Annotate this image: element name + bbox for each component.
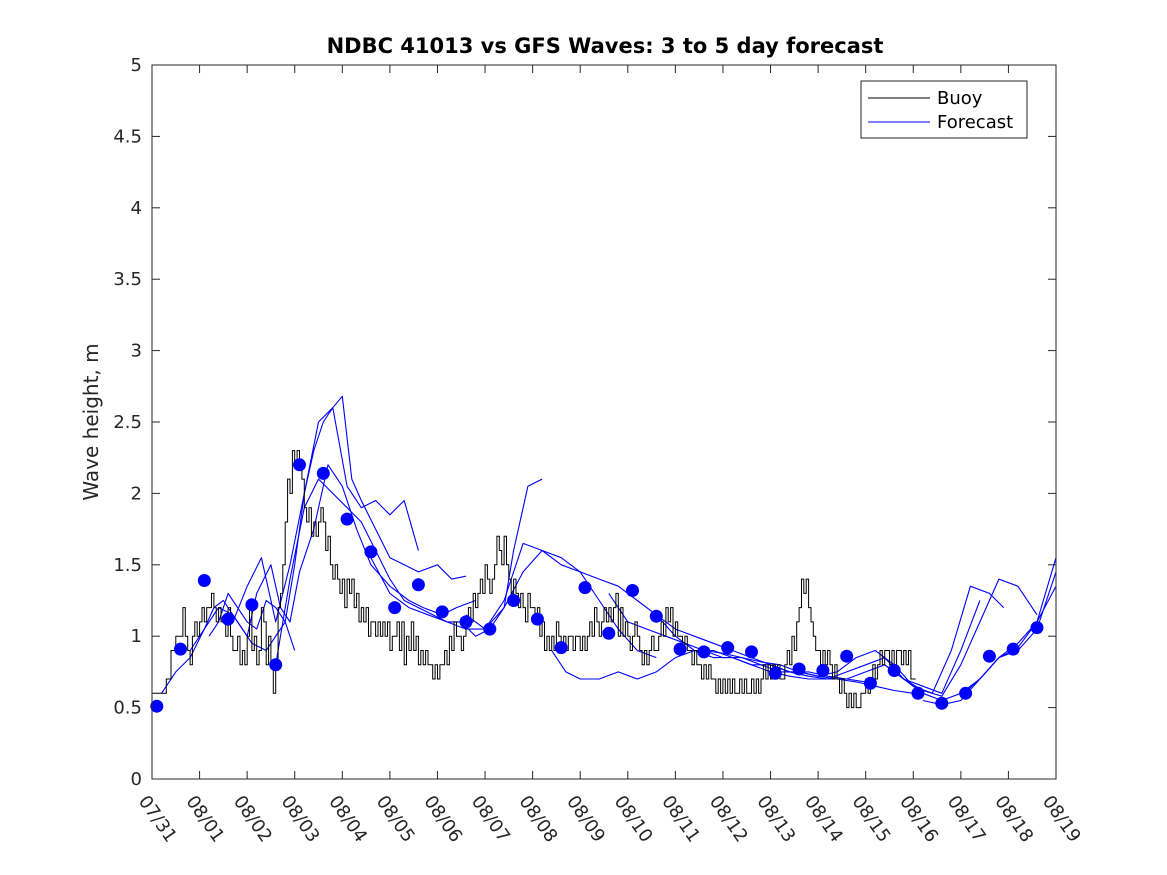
forecast-point — [1030, 621, 1044, 635]
forecast-point — [816, 664, 830, 677]
forecast-line — [208, 395, 467, 637]
forecast-point — [269, 658, 283, 672]
x-tick-label: 08/08 — [515, 792, 562, 847]
forecast-point — [840, 649, 854, 663]
forecast-point — [150, 699, 164, 713]
buoy-line — [152, 450, 916, 709]
legend-buoy-label: Buoy — [937, 88, 983, 109]
x-tick-label: 08/12 — [705, 792, 752, 847]
forecast-line — [275, 478, 543, 665]
legend-forecast-label: Forecast — [937, 112, 1013, 133]
x-tick-label: 08/19 — [1038, 792, 1085, 847]
forecast-point — [340, 512, 354, 526]
x-tick-label: 08/13 — [752, 792, 799, 847]
y-axis: 0 0.5 1 1.5 2 2.5 3 3.5 4 4.5 5 — [113, 55, 1056, 790]
forecast-point — [245, 598, 259, 612]
forecast-point — [507, 594, 521, 607]
buoy-series — [152, 450, 916, 709]
x-tick-label: 08/18 — [990, 792, 1037, 847]
x-tick-label: 08/04 — [324, 792, 371, 847]
x-tick-label: 08/17 — [943, 792, 990, 847]
forecast-point — [554, 641, 568, 655]
forecast-point — [174, 642, 187, 656]
x-tick-label: 08/07 — [467, 792, 514, 847]
forecast-point — [911, 686, 925, 700]
y-tick-label: 1 — [131, 626, 142, 647]
forecast-line — [608, 593, 914, 694]
x-tick-label: 08/11 — [657, 792, 704, 847]
x-tick-label: 08/05 — [372, 792, 419, 847]
forecast-point — [792, 662, 806, 676]
forecast-point — [887, 664, 901, 677]
x-tick-label: 07/31 — [134, 792, 181, 847]
legend: Buoy Forecast — [860, 80, 1028, 139]
forecast-line — [884, 557, 1057, 702]
forecast-point — [649, 609, 663, 623]
y-tick-label: 4.5 — [113, 126, 142, 147]
forecast-line — [703, 585, 1005, 694]
x-tick-label: 08/01 — [181, 792, 228, 847]
legend-box — [860, 80, 1028, 139]
forecast-point — [411, 578, 425, 592]
forecast-point — [745, 645, 758, 659]
y-tick-label: 4 — [131, 198, 142, 219]
forecast-point — [1006, 642, 1020, 656]
forecast-point — [293, 458, 306, 472]
forecast-point — [578, 581, 592, 595]
y-tick-label: 5 — [131, 55, 142, 76]
y-tick-label: 2 — [131, 483, 142, 504]
y-tick-label: 0 — [131, 769, 142, 790]
chart-title: NDBC 41013 vs GFS Waves: 3 to 5 day fore… — [327, 34, 884, 58]
forecast-point — [364, 545, 378, 559]
x-tick-label: 08/03 — [277, 792, 324, 847]
y-tick-label: 0.5 — [113, 698, 142, 719]
forecast-point — [316, 466, 330, 480]
forecast-point — [459, 615, 473, 629]
x-tick-label: 08/10 — [610, 792, 657, 847]
forecast-point — [221, 612, 235, 626]
x-tick-label: 08/09 — [562, 792, 609, 847]
y-tick-label: 3.5 — [113, 269, 142, 290]
y-axis-label: Wave height, m — [79, 343, 103, 500]
forecast-point — [197, 574, 211, 587]
x-tick-label: 08/02 — [229, 792, 276, 847]
plot-frame — [151, 64, 1057, 780]
forecast-point — [935, 696, 949, 710]
forecast-point — [982, 649, 996, 663]
forecast-point — [697, 645, 711, 659]
forecast-point — [863, 676, 877, 690]
forecast-line — [232, 407, 419, 623]
forecast-point — [959, 686, 973, 700]
forecast-point — [435, 605, 449, 619]
y-tick-label: 1.5 — [113, 555, 142, 576]
x-tick-label: 08/06 — [419, 792, 466, 847]
forecast-point — [673, 642, 687, 656]
forecast-point — [721, 641, 735, 655]
x-tick-label: 08/16 — [895, 792, 942, 847]
plot-area — [152, 65, 1056, 779]
y-tick-label: 2.5 — [113, 412, 142, 433]
forecast-points — [150, 458, 1044, 713]
forecast-point — [768, 666, 782, 680]
forecast-point — [530, 612, 544, 626]
y-tick-label: 3 — [131, 341, 142, 362]
forecast-point — [388, 601, 402, 615]
forecast-point — [626, 584, 639, 597]
forecast-point — [483, 622, 497, 636]
x-tick-label: 08/15 — [848, 792, 895, 847]
forecast-point — [602, 626, 616, 640]
x-tick-label: 08/14 — [800, 792, 847, 847]
